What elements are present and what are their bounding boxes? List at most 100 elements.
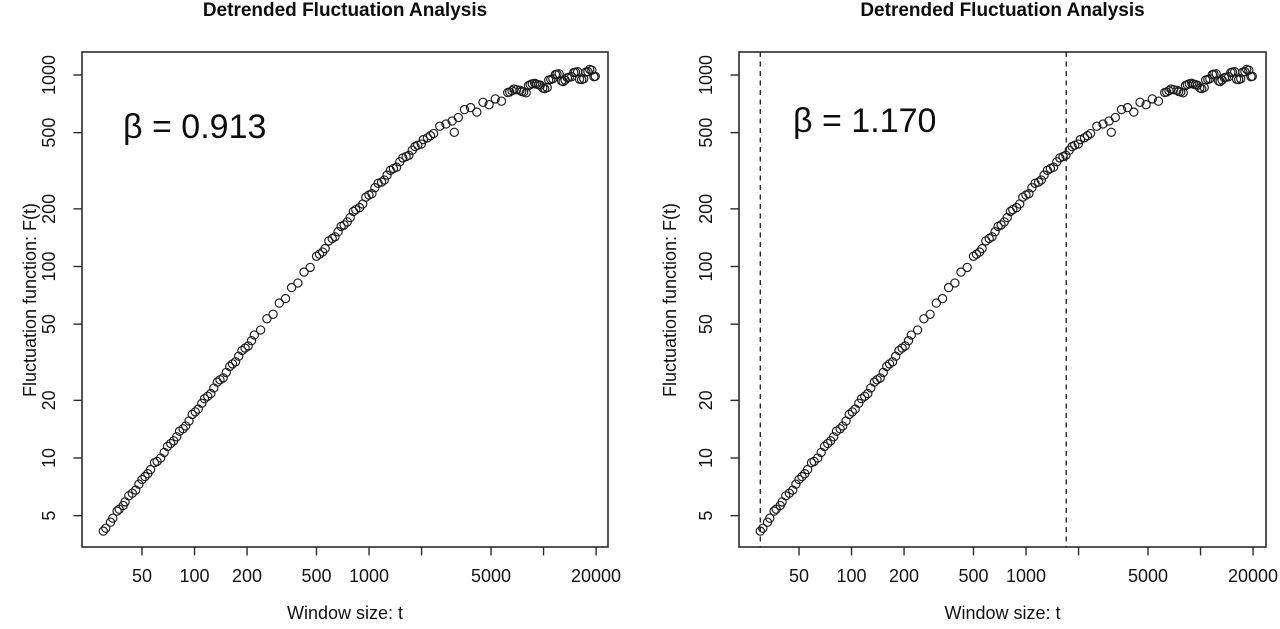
data-point (931, 298, 941, 308)
data-point (376, 177, 387, 187)
data-point (1073, 139, 1083, 149)
x-tick-label: 1000 (349, 566, 389, 586)
data-point (484, 100, 494, 110)
data-point (416, 139, 426, 149)
data-point (459, 104, 470, 115)
data-point (1240, 67, 1250, 77)
y-tick-label: 100 (39, 251, 59, 281)
data-point (897, 343, 907, 353)
data-point (382, 170, 392, 180)
data-point (835, 424, 845, 434)
data-point (819, 441, 830, 452)
data-point (937, 293, 948, 304)
data-point (847, 407, 857, 417)
data-point (166, 438, 176, 449)
data-point (984, 233, 994, 244)
data-point (990, 227, 1000, 237)
data-point (197, 398, 207, 408)
x-tick-label: 500 (958, 566, 988, 586)
plot-frame (738, 51, 1267, 548)
x-tick-label: 1000 (1006, 566, 1046, 586)
data-point (286, 282, 297, 293)
data-point (140, 471, 150, 482)
data-point (225, 361, 235, 372)
data-point (181, 421, 191, 431)
data-point (330, 232, 340, 242)
y-tick-label: 20 (696, 390, 716, 410)
scatter-points (755, 64, 1257, 536)
data-point (1098, 119, 1108, 129)
y-axis-label-right: Fluctuation function: F(t) (660, 202, 680, 398)
data-point (590, 71, 600, 81)
plot-svg-left: 50 100 200 500 1000 5000 20000 5 10 20 50 100 200 500… (39, 51, 621, 586)
plot-svg-right: 50 100 200 500 1000 5000 20000 5 10 20 50 100 200 500… (696, 51, 1278, 586)
data-point (367, 189, 377, 199)
data-point (255, 325, 266, 335)
data-point (755, 526, 765, 536)
data-point (1033, 177, 1044, 187)
data-point (98, 526, 108, 536)
y-tick-label: 5 (39, 511, 59, 521)
y-tick-label: 50 (39, 314, 59, 334)
data-point (178, 424, 188, 434)
data-point (1039, 170, 1049, 180)
data-point (1075, 134, 1086, 145)
x-axis-label-right: Window size: t (944, 603, 1061, 623)
data-point (838, 421, 848, 431)
data-point (1122, 102, 1133, 113)
data-point (478, 97, 488, 107)
data-point (950, 278, 960, 288)
y-tick-label: 1000 (696, 55, 716, 95)
dfa-panel-left: Detrended Fluctuation Analysis 50 100 200 5… (20, 0, 621, 623)
data-point (956, 267, 966, 277)
data-point (1153, 96, 1164, 106)
data-point (280, 293, 291, 304)
data-point (172, 432, 182, 442)
data-point (987, 232, 997, 242)
data-point (887, 357, 898, 367)
data-point (145, 464, 156, 475)
plot-border (738, 51, 1267, 548)
x-tick-label: 50 (132, 566, 152, 586)
data-point (894, 345, 904, 356)
data-point (854, 398, 864, 408)
y-tick-label: 1000 (39, 55, 59, 95)
beta-annotation-right: β = 1.170 (793, 102, 937, 140)
data-point (884, 359, 895, 369)
data-point (218, 373, 228, 383)
data-point (784, 488, 794, 498)
data-point (1129, 107, 1139, 117)
data-point (1116, 104, 1127, 115)
x-tick-label: 500 (301, 566, 331, 586)
data-point (769, 506, 779, 516)
data-point (1036, 175, 1046, 185)
y-tick-label: 200 (696, 194, 716, 224)
data-point (441, 119, 451, 129)
data-point (227, 359, 238, 369)
data-point (794, 474, 804, 485)
beta-annotation-left: β = 0.913 (123, 108, 267, 146)
data-point (435, 121, 445, 131)
data-point (453, 112, 463, 123)
dfa-panel-right: Detrended Fluctuation Analysis 50 100 200 5… (640, 0, 1280, 629)
data-point (882, 361, 892, 372)
data-point (472, 107, 482, 117)
data-point (900, 341, 910, 351)
data-point (943, 282, 954, 293)
data-point (758, 523, 768, 533)
data-point (274, 298, 284, 308)
data-point (1106, 127, 1116, 137)
data-point (101, 523, 111, 533)
data-point (327, 233, 337, 244)
x-tick-label: 50 (789, 566, 809, 586)
data-point (134, 479, 144, 489)
x-tick-label: 100 (180, 566, 210, 586)
data-point (490, 94, 500, 104)
data-point (1247, 71, 1257, 81)
data-point (903, 336, 914, 346)
data-point (1024, 189, 1034, 199)
data-point (583, 67, 593, 77)
data-point (912, 325, 923, 335)
data-point (823, 438, 833, 449)
